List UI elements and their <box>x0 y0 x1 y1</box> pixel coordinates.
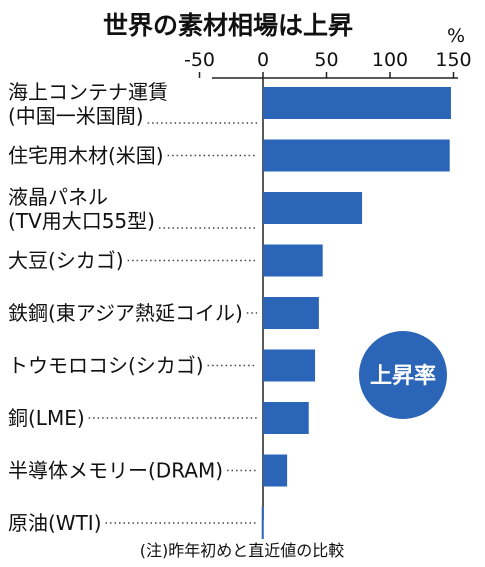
bar <box>263 139 450 172</box>
category-label: 海上コンテナ運賃(中国一米国間) <box>8 80 168 128</box>
category-label: トウモロコシ(シカゴ) <box>8 354 204 378</box>
category-label: 大豆(シカゴ) <box>8 249 124 273</box>
x-tick-label: 100 <box>372 49 408 71</box>
bar-row: 大豆(シカゴ) <box>8 244 323 277</box>
category-label: 液晶パネル(TV用大口55型) <box>8 185 155 233</box>
bar <box>263 192 363 224</box>
bar-row: 住宅用木材(米国) <box>8 139 450 172</box>
category-label: 住宅用木材(米国) <box>8 144 164 168</box>
bar-row: 半導体メモリー(DRAM) <box>8 454 288 487</box>
bar-row: 海上コンテナ運賃(中国一米国間) <box>8 80 451 128</box>
bar-rows: 海上コンテナ運賃(中国一米国間) 住宅用木材(米国) 液晶パネル(TV用大口55型)… <box>8 80 451 539</box>
bar <box>263 349 316 382</box>
bar <box>263 402 309 434</box>
bar-row: 銅(LME) <box>8 402 309 434</box>
category-label: 半導体メモリー(DRAM) <box>8 459 223 483</box>
bar-row: 原油(WTI) <box>8 507 264 539</box>
badge-label: 上昇率 <box>370 363 436 389</box>
rise-rate-badge: 上昇率 <box>359 331 447 419</box>
bar <box>263 454 288 487</box>
x-axis-ticks: -50 0 50 100 150 <box>184 49 472 78</box>
bar <box>263 244 323 277</box>
x-tick-label: 150 <box>435 49 471 71</box>
bar <box>263 297 319 329</box>
bar-row: 液晶パネル(TV用大口55型) <box>8 185 363 233</box>
x-tick-label: 50 <box>314 49 338 71</box>
chart-title: 世界の素材相場は上昇 <box>103 11 353 40</box>
bar <box>263 87 451 119</box>
chart-note: (注)昨年初めと直近値の比較 <box>140 541 345 560</box>
x-tick-label: -50 <box>184 49 215 71</box>
bar-row: トウモロコシ(シカゴ) <box>8 349 316 382</box>
unit-label: % <box>447 25 465 47</box>
bar-row: 鉄鋼(東アジア熱延コイル) <box>8 297 319 329</box>
category-label: 銅(LME) <box>8 406 85 430</box>
category-label: 鉄鋼(東アジア熱延コイル) <box>8 301 243 325</box>
bar <box>261 507 264 539</box>
category-label: 原油(WTI) <box>8 511 102 535</box>
x-tick-label: 0 <box>257 49 269 71</box>
